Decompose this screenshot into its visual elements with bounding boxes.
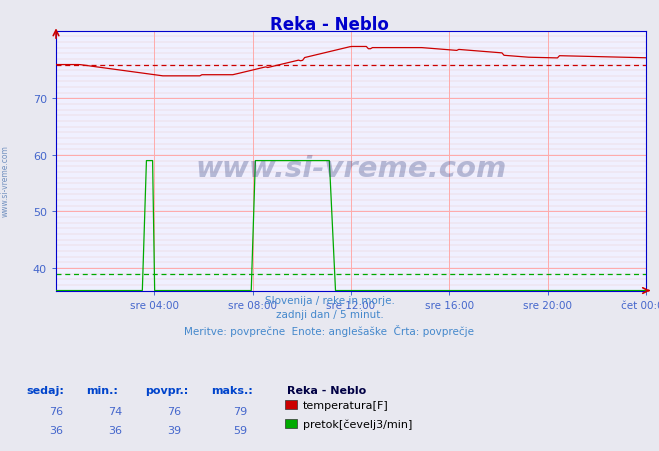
Text: 36: 36 [108,425,123,435]
Text: 59: 59 [233,425,248,435]
Text: 74: 74 [108,406,123,416]
Text: Reka - Neblo: Reka - Neblo [270,16,389,34]
Text: maks.:: maks.: [211,386,252,396]
Text: povpr.:: povpr.: [145,386,188,396]
Text: sedaj:: sedaj: [26,386,64,396]
Text: www.si-vreme.com: www.si-vreme.com [1,144,10,216]
Text: 76: 76 [167,406,182,416]
Text: 39: 39 [167,425,182,435]
Text: 36: 36 [49,425,63,435]
Text: 79: 79 [233,406,248,416]
Text: 76: 76 [49,406,63,416]
Text: Reka - Neblo: Reka - Neblo [287,386,366,396]
Text: min.:: min.: [86,386,117,396]
Text: pretok[čevelj3/min]: pretok[čevelj3/min] [303,419,413,429]
Text: www.si-vreme.com: www.si-vreme.com [195,155,507,183]
Text: Slovenija / reke in morje.
zadnji dan / 5 minut.
Meritve: povprečne  Enote: angl: Slovenija / reke in morje. zadnji dan / … [185,295,474,336]
Text: temperatura[F]: temperatura[F] [303,400,389,410]
